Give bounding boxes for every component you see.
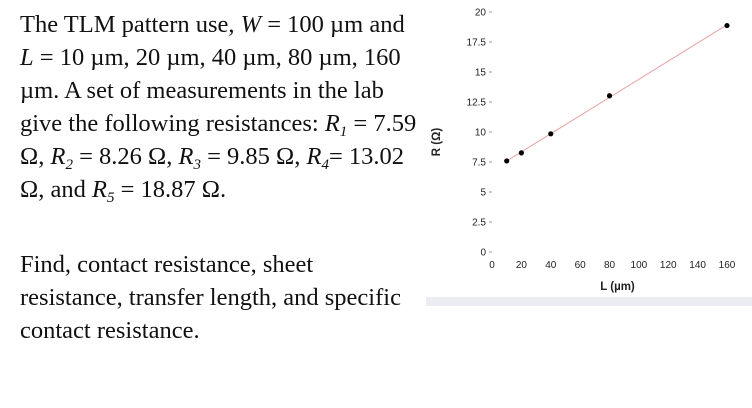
data-point: [518, 150, 524, 156]
trendline: [506, 24, 728, 162]
y-tick-label: 20: [475, 8, 487, 19]
data-point: [606, 93, 613, 99]
y-tick-label: 5: [480, 188, 486, 199]
x-tick-label: 140: [689, 260, 706, 271]
y-tick-label: 12.5: [467, 98, 487, 109]
trendline-line: [506, 24, 728, 162]
y-tick-label: 7.5: [472, 158, 486, 169]
x-tick-label: 100: [631, 260, 648, 271]
problem-statement: The TLM pattern use, W = 100 µm and L = …: [20, 11, 417, 206]
data-point: [504, 158, 510, 164]
y-tick-label: 10: [475, 128, 487, 139]
y-tick-label: 17.5: [467, 38, 487, 49]
data-point: [724, 22, 730, 29]
x-tick-label: 60: [575, 260, 587, 271]
x-tick-label: 120: [660, 260, 677, 271]
x-tick-label: 0: [489, 260, 495, 271]
data-point: [548, 131, 554, 137]
y-tick-label: 2.5: [472, 218, 486, 229]
x-tick-label: 80: [604, 260, 616, 271]
problem-text: The TLM pattern use, W = 100 µm and L = …: [20, 8, 420, 347]
x-tick-label: 160: [719, 260, 736, 271]
x-axis-label: L (µm): [600, 281, 635, 293]
x-tick-label: 20: [516, 260, 528, 271]
chart-axes: 0 2.5 5 7.5 10 12.5 15 17.5 20 0 20 40 60 80 100 120 140…: [467, 8, 736, 272]
x-tick-label: 40: [545, 260, 557, 271]
data-points: [504, 22, 730, 164]
chart-footer-strip: [426, 297, 752, 306]
y-axis-label: R (Ω): [431, 128, 443, 157]
problem-question: Find, contact resistance, sheet resistan…: [20, 251, 401, 344]
y-tick-label: 15: [475, 68, 487, 79]
y-tick-label: 0: [480, 248, 486, 259]
